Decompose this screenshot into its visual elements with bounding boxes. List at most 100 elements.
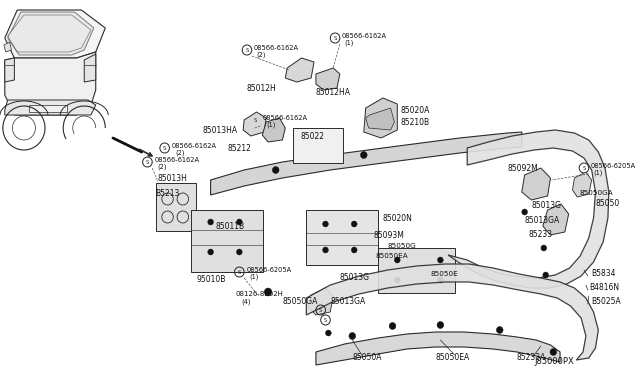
- Text: 85212: 85212: [228, 144, 252, 153]
- Text: (1): (1): [250, 274, 259, 280]
- Polygon shape: [316, 68, 340, 90]
- Circle shape: [236, 219, 242, 225]
- Circle shape: [394, 257, 400, 263]
- Circle shape: [360, 151, 367, 158]
- Text: 08126-8202H: 08126-8202H: [236, 291, 284, 297]
- Text: 85020A: 85020A: [400, 106, 429, 115]
- Text: S: S: [254, 118, 257, 122]
- Polygon shape: [262, 118, 285, 142]
- Polygon shape: [4, 10, 106, 58]
- Text: 85013G: 85013G: [340, 273, 370, 282]
- Text: (4): (4): [241, 299, 251, 305]
- Polygon shape: [543, 204, 569, 235]
- Polygon shape: [307, 264, 598, 360]
- Polygon shape: [4, 58, 14, 82]
- Text: (1): (1): [593, 170, 603, 176]
- Polygon shape: [4, 52, 96, 115]
- Text: (2): (2): [175, 150, 185, 156]
- Text: 85013G: 85013G: [531, 202, 561, 211]
- Circle shape: [326, 330, 332, 336]
- Circle shape: [351, 221, 357, 227]
- Text: 08566-6162A: 08566-6162A: [262, 115, 307, 121]
- Text: (1): (1): [266, 122, 275, 128]
- Text: 85050: 85050: [595, 199, 620, 208]
- Text: 08566-6162A: 08566-6162A: [342, 33, 387, 39]
- Text: 85050EA: 85050EA: [375, 253, 408, 259]
- Circle shape: [438, 277, 444, 283]
- Polygon shape: [8, 15, 91, 52]
- Polygon shape: [308, 288, 333, 315]
- Text: S: S: [582, 166, 586, 170]
- Text: 08566-6205A: 08566-6205A: [591, 163, 636, 169]
- Text: 08566-6162A: 08566-6162A: [253, 45, 299, 51]
- Circle shape: [389, 323, 396, 330]
- Text: 85022: 85022: [300, 132, 324, 141]
- Circle shape: [543, 272, 548, 278]
- Text: J85000PX: J85000PX: [534, 357, 574, 366]
- Circle shape: [497, 327, 503, 334]
- Polygon shape: [522, 168, 550, 200]
- Circle shape: [208, 249, 214, 255]
- Circle shape: [437, 321, 444, 328]
- Text: B4816N: B4816N: [589, 283, 619, 292]
- Text: 08566-6205A: 08566-6205A: [247, 267, 292, 273]
- Text: 08566-6162A: 08566-6162A: [172, 143, 216, 149]
- Polygon shape: [573, 172, 591, 197]
- Bar: [293, 128, 342, 163]
- Circle shape: [550, 349, 557, 356]
- Text: 08566-6162A: 08566-6162A: [154, 157, 199, 163]
- Text: B5834: B5834: [591, 269, 616, 279]
- Text: 85050GA: 85050GA: [579, 190, 613, 196]
- Text: 85050A: 85050A: [352, 353, 382, 362]
- Text: 85011B: 85011B: [216, 221, 244, 231]
- Text: S: S: [333, 35, 337, 41]
- Text: S: S: [146, 160, 149, 164]
- Text: 95010B: 95010B: [196, 276, 226, 285]
- Text: S: S: [324, 317, 327, 323]
- Circle shape: [323, 247, 328, 253]
- Polygon shape: [211, 132, 522, 195]
- Circle shape: [394, 277, 400, 283]
- Text: S: S: [319, 308, 323, 312]
- Circle shape: [351, 247, 357, 253]
- Bar: [156, 183, 196, 231]
- Text: (1): (1): [345, 40, 354, 46]
- Polygon shape: [316, 332, 560, 365]
- Circle shape: [349, 333, 356, 340]
- Text: 85210B: 85210B: [400, 118, 429, 126]
- Text: B5213: B5213: [155, 189, 179, 198]
- Text: 85050E: 85050E: [431, 271, 458, 277]
- Text: 85093M: 85093M: [373, 231, 404, 240]
- Polygon shape: [84, 54, 96, 82]
- Text: 85013H: 85013H: [158, 173, 188, 183]
- Text: 85233: 85233: [529, 230, 552, 238]
- Circle shape: [273, 167, 279, 173]
- Text: 85092M: 85092M: [508, 164, 538, 173]
- Text: (2): (2): [157, 164, 166, 170]
- Text: 85012H: 85012H: [247, 83, 276, 93]
- Text: 85013GA: 85013GA: [525, 215, 560, 224]
- Text: 85013HA: 85013HA: [203, 125, 238, 135]
- Text: 85020N: 85020N: [383, 214, 413, 222]
- Polygon shape: [448, 130, 609, 288]
- Text: 85233A: 85233A: [517, 353, 547, 362]
- Text: S: S: [245, 48, 249, 52]
- Polygon shape: [4, 100, 96, 115]
- Circle shape: [438, 257, 444, 263]
- Circle shape: [323, 221, 328, 227]
- Circle shape: [264, 288, 272, 296]
- Polygon shape: [8, 12, 94, 55]
- Text: 85012HA: 85012HA: [316, 87, 351, 96]
- Polygon shape: [364, 98, 397, 138]
- Text: S: S: [163, 145, 166, 151]
- Polygon shape: [243, 112, 266, 136]
- Text: 85013GA: 85013GA: [330, 298, 365, 307]
- Polygon shape: [365, 108, 394, 130]
- Text: 85050EA: 85050EA: [436, 353, 470, 362]
- Polygon shape: [285, 58, 314, 82]
- Bar: [307, 210, 378, 265]
- Text: B5025A: B5025A: [591, 298, 621, 307]
- Text: 85050GA: 85050GA: [282, 298, 318, 307]
- Text: (2): (2): [257, 52, 266, 58]
- Polygon shape: [4, 42, 12, 52]
